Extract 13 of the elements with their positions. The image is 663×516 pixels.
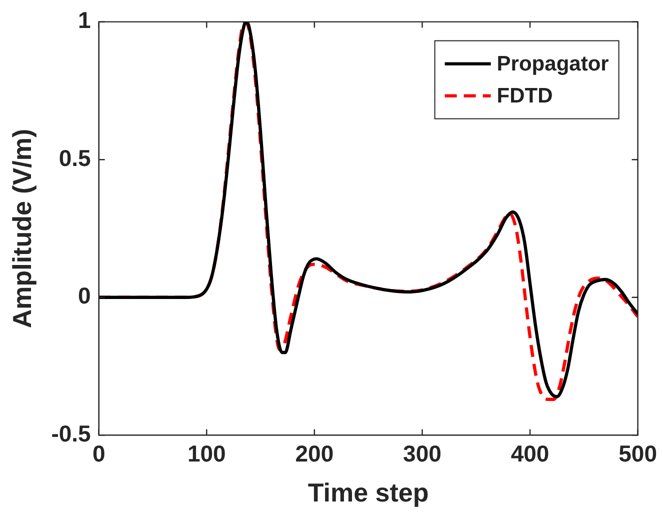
y-tick-label: -0.5 (51, 420, 92, 447)
legend-label: FDTD (496, 84, 553, 108)
x-tick-label: 100 (187, 440, 226, 466)
y-tick-label: 0.5 (58, 144, 92, 171)
y-tick-label: 0 (78, 282, 91, 309)
x-tick-label: 500 (618, 440, 657, 466)
y-axis-title: Amplitude (V/m) (6, 128, 37, 328)
x-tick-label: 200 (295, 440, 334, 466)
legend-label: Propagator (496, 52, 609, 76)
y-tick-label: 1 (78, 7, 92, 34)
x-tick-label: 400 (510, 440, 550, 466)
x-tick-label: 300 (403, 440, 442, 466)
x-axis-title: Time step (308, 478, 429, 508)
